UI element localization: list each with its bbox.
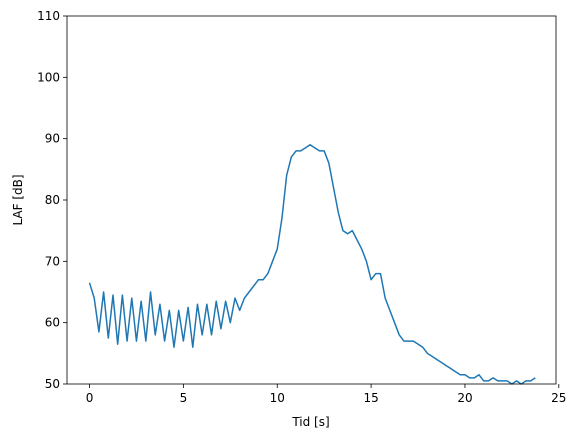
x-tick-label: 10	[270, 391, 285, 405]
x-tick-label: 15	[363, 391, 378, 405]
x-tick-label: 25	[551, 391, 566, 405]
y-tick-label: 60	[45, 316, 60, 330]
x-tick-label: 0	[86, 391, 94, 405]
plot-frame	[66, 15, 557, 385]
y-tick-label: 110	[37, 9, 60, 23]
y-tick-label: 70	[45, 254, 60, 268]
y-tick-label: 50	[45, 377, 60, 391]
y-tick-label: 80	[45, 193, 60, 207]
data-line	[88, 144, 536, 385]
y-tick-label: 90	[45, 132, 60, 146]
y-axis-label: LAF [dB]	[11, 174, 25, 225]
x-tick-label: 20	[457, 391, 472, 405]
y-tick-label: 100	[37, 70, 60, 84]
x-axis-label: Tid [s]	[291, 415, 329, 429]
x-tick-label: 5	[180, 391, 188, 405]
